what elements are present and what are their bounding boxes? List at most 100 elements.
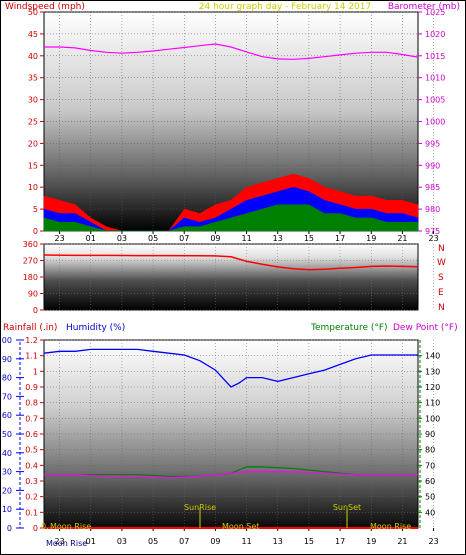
y2-tick-label: 1010	[425, 74, 445, 83]
rain-tick-label: 0.1	[25, 508, 38, 517]
x-tick-label: 05	[148, 234, 158, 243]
humidity-tick-label: 40	[2, 449, 12, 458]
rain-tick-label: 0.2	[25, 493, 38, 502]
x-tick-label: 15	[304, 537, 314, 546]
x-tick-label: 05	[148, 537, 158, 546]
y2-tick-label: 975	[425, 227, 440, 236]
moon-set-label: Moon Set	[222, 522, 259, 531]
humidity-tick-label: 0	[7, 524, 12, 533]
x-tick-label: 23	[428, 537, 438, 546]
direction-panel-grid	[44, 243, 434, 311]
rain-tick-label: 0.9	[25, 383, 38, 392]
humidity-title: Humidity (%)	[66, 323, 125, 333]
humidity-tick-label: 60	[2, 411, 12, 420]
y2-tick-label: 1005	[425, 96, 445, 105]
humidity-tick-label: 20	[2, 486, 12, 495]
y2-tick-label: 990	[425, 161, 440, 170]
y-tick-label: 45	[28, 30, 38, 39]
wind-panel-axes: 0510152025303540455097598098599099510001…	[28, 8, 446, 243]
moon-rise-label: Moon Rise	[50, 522, 91, 531]
x-tick-label: 03	[117, 537, 127, 546]
compass-letter: E	[438, 288, 444, 298]
direction-panel-axes: 0 90 180 270 360	[23, 240, 44, 315]
compass-letters: N W S E N	[437, 244, 446, 313]
x-tick-label: 13	[273, 537, 283, 546]
series-line	[44, 471, 418, 479]
rain-tick-label: 0.7	[25, 414, 38, 423]
humidity-tick-label: 10	[2, 505, 12, 514]
temp-tick-label: 100	[425, 414, 440, 423]
x-tick-label: 11	[241, 537, 251, 546]
y2-tick-label: 1000	[425, 118, 445, 127]
humidity-panel-axes: 010203040506070809010000.10.20.30.40.50.…	[0, 336, 440, 546]
compass-letter: W	[437, 258, 446, 268]
y-tick-label: 270	[23, 257, 38, 266]
sunset-label: SunSet	[333, 503, 361, 512]
humidity-tick-label: 100	[0, 336, 12, 345]
y-tick-label: 25	[28, 118, 38, 127]
humidity-tick-label: 80	[2, 374, 12, 383]
barometer-line	[44, 43, 419, 60]
x-tick-label: 23	[54, 234, 64, 243]
rain-tick-label: 1	[33, 367, 38, 376]
humidity-panel-series	[43, 348, 418, 529]
rain-tick-label: 0.3	[25, 477, 38, 486]
wind-area	[43, 204, 419, 232]
moon-rise-label-2: Moon Rise	[370, 522, 411, 531]
compass-letter: N	[438, 303, 445, 313]
x-tick-label: 17	[335, 234, 345, 243]
x-tick-label: 09	[210, 537, 220, 546]
temp-tick-label: 80	[425, 446, 435, 455]
x-tick-label: 23	[54, 537, 64, 546]
y-tick-label: 15	[28, 161, 38, 170]
y2-tick-label: 1015	[425, 52, 445, 61]
x-tick-label: 15	[304, 234, 314, 243]
x-tick-label: 21	[397, 234, 407, 243]
temp-tick-label: 110	[425, 399, 440, 408]
rain-tick-label: 0.8	[25, 399, 38, 408]
rain-tick-label: 0.4	[25, 461, 38, 470]
x-tick-label: 07	[179, 234, 189, 243]
y2-tick-label: 1020	[425, 30, 445, 39]
y-tick-label: 50	[28, 8, 38, 17]
graph-title: 24 hour graph day - February 14 2017	[199, 2, 371, 12]
y-tick-label: 0	[33, 227, 38, 236]
y-tick-label: 360	[23, 240, 38, 249]
wind-panel-series	[43, 43, 419, 232]
y-tick-label: 5	[33, 205, 38, 214]
compass-letter: N	[438, 244, 445, 254]
compass-letter: S	[438, 273, 444, 283]
y2-tick-label: 995	[425, 139, 440, 148]
temperature-title: Temperature (°F)	[310, 323, 388, 333]
y-tick-label: 90	[28, 290, 38, 299]
temp-tick-label: 90	[425, 430, 435, 439]
humidity-tick-label: 90	[2, 355, 12, 364]
x-tick-label: 23	[428, 234, 438, 243]
wind-direction-line	[43, 254, 419, 271]
temp-tick-label: 140	[425, 352, 440, 361]
y-tick-label: 180	[23, 273, 38, 282]
rain-tick-label: 1.1	[25, 352, 38, 361]
x-tick-label: 03	[117, 234, 127, 243]
x-tick-label: 19	[366, 234, 376, 243]
series-line	[43, 348, 418, 388]
temp-tick-label: 120	[425, 383, 440, 392]
moon-rise-bottom-label: Moon Rise	[46, 539, 87, 548]
rainfall-title: Rainfall (.in)	[3, 323, 57, 333]
humidity-panel-grid	[44, 339, 434, 529]
rain-tick-label: 1.2	[25, 336, 38, 345]
rain-zero-prefix: 0.	[41, 522, 49, 531]
humidity-tick-label: 70	[2, 392, 12, 401]
y-tick-label: 35	[28, 74, 38, 83]
x-tick-label: 17	[335, 537, 345, 546]
barometer-title: Barometer (mb)	[388, 2, 460, 12]
x-tick-label: 19	[366, 537, 376, 546]
direction-panel-series	[43, 254, 419, 271]
rain-tick-label: 0	[33, 524, 38, 533]
x-tick-label: 01	[86, 234, 96, 243]
windspeed-title: Windspeed (mph)	[5, 2, 85, 12]
y-tick-label: 40	[28, 52, 38, 61]
y-tick-label: 10	[28, 183, 38, 192]
dewpoint-title: Dew Point (°F)	[393, 323, 458, 333]
